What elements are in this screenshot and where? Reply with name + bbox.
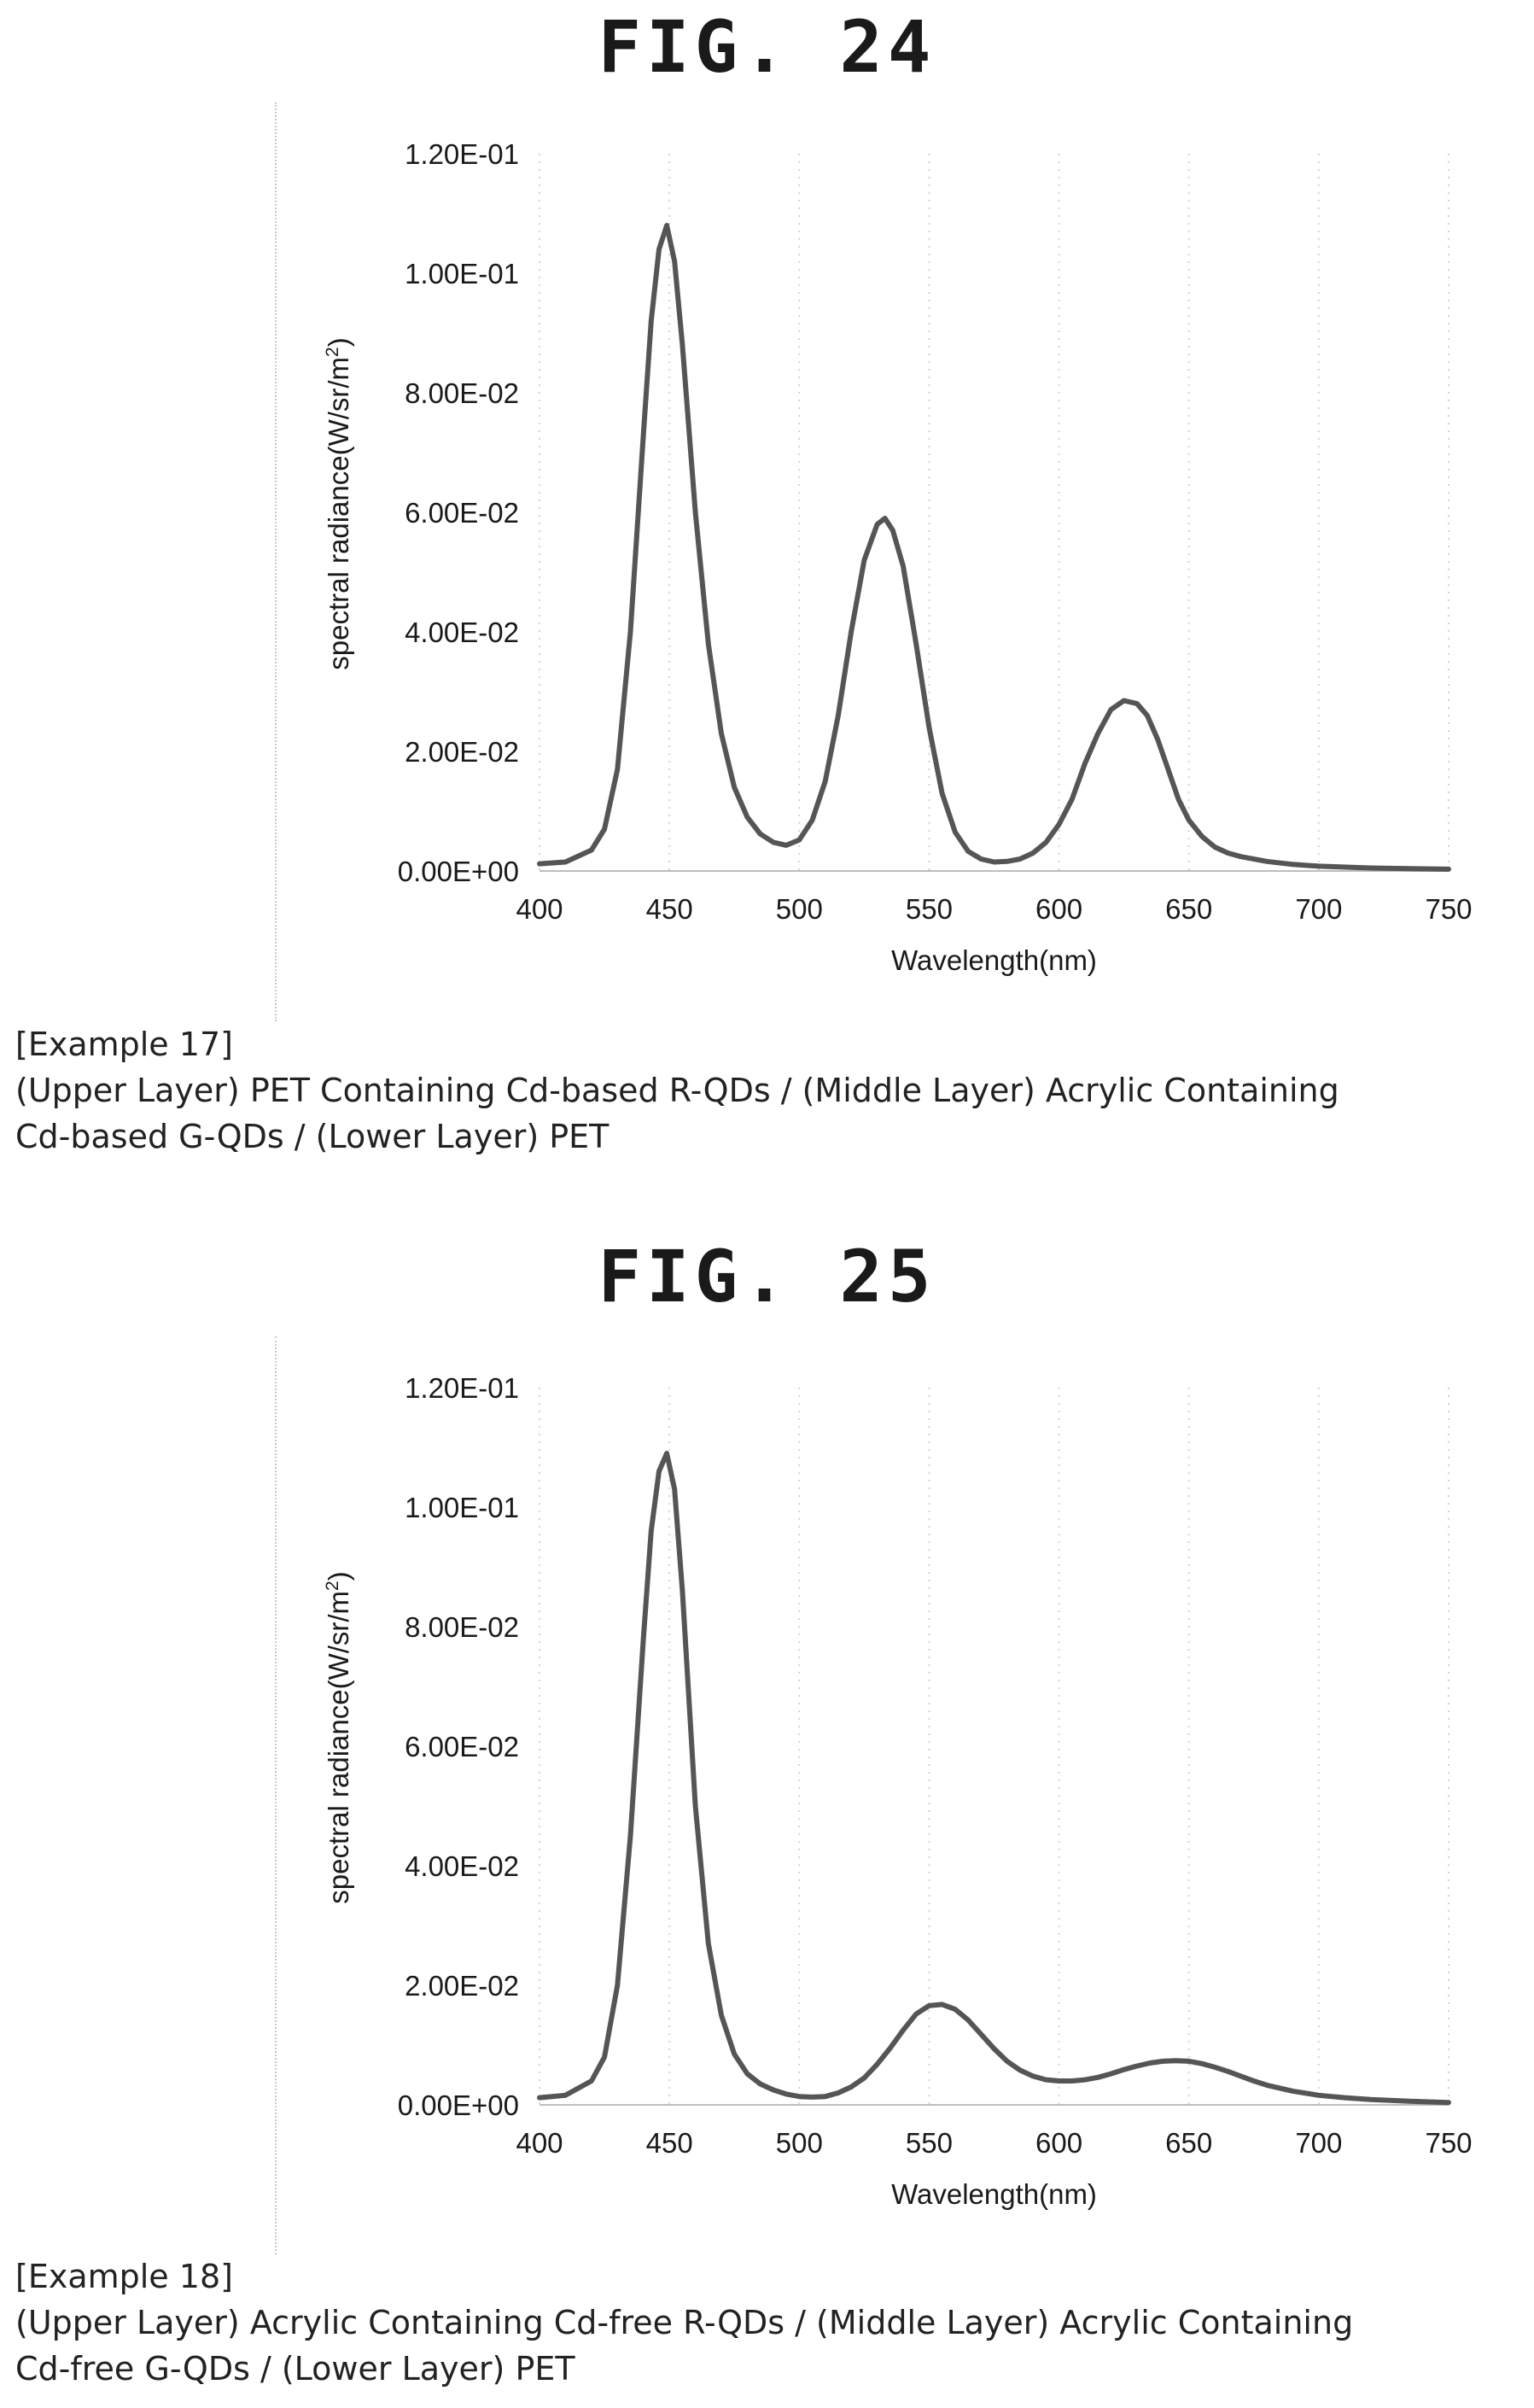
y-tick-label: 1.00E-01 [405, 1492, 519, 1523]
y-tick-label: 0.00E+00 [398, 856, 519, 887]
y-tick-label: 2.00E-02 [405, 736, 519, 768]
y-axis: 0.00E+00 2.00E-02 4.00E-02 6.00E-02 8.00E-02… [398, 138, 519, 887]
figure-caption: [Example 18] (Upper Layer) Acrylic Conta… [15, 2253, 1518, 2392]
chart-panel: 400 450 500 550 600 650 700 750 0.00E+00 2.00E-0… [275, 1336, 1473, 2254]
y-tick-label: 6.00E-02 [405, 1731, 519, 1762]
y-tick-label: 8.00E-02 [405, 1611, 519, 1643]
y-tick-label: 1.00E-01 [405, 258, 519, 289]
caption-example-label: [Example 18] [15, 2258, 233, 2295]
caption-line-1: (Upper Layer) Acrylic Containing Cd-free… [15, 2304, 1354, 2341]
caption-line-2: Cd-free G-QDs / (Lower Layer) PET [15, 2350, 575, 2388]
series-line [537, 223, 1451, 872]
y-tick-label: 6.00E-02 [405, 497, 519, 529]
caption-line-2: Cd-based G-QDs / (Lower Layer) PET [15, 1118, 610, 1155]
series-line [537, 1451, 1451, 2106]
x-tick-label: 550 [906, 2127, 953, 2159]
x-tick-label: 450 [646, 2127, 693, 2159]
y-axis-title: spectral radiance(W/sr/m2) [323, 1571, 354, 1903]
y-tick-label: 4.00E-02 [405, 1850, 519, 1882]
spectral-radiance-chart: 400 450 500 550 600 650 700 750 0.00E+00 2.00E-0… [323, 1372, 1473, 2210]
x-tick-label: 400 [516, 2127, 563, 2159]
x-tick-label: 450 [646, 893, 693, 925]
y-tick-label: 1.20E-01 [405, 1372, 519, 1404]
y-tick-label: 4.00E-02 [405, 617, 519, 648]
spectral-radiance-chart: 400 450 500 550 600 650 700 750 0.00E+00 2.00E-0… [323, 138, 1473, 976]
x-tick-label: 500 [776, 2127, 823, 2159]
x-tick-label: 550 [906, 893, 953, 925]
figure-title: FIG. 25 [598, 1235, 936, 1318]
y-tick-label: 2.00E-02 [405, 1970, 519, 2002]
x-tick-label: 650 [1165, 893, 1212, 925]
x-tick-label: 750 [1425, 2127, 1472, 2159]
x-tick-label: 650 [1165, 2127, 1212, 2159]
y-axis: 0.00E+00 2.00E-02 4.00E-02 6.00E-02 8.00E-02… [398, 1372, 519, 2121]
x-axis: 400 450 500 550 600 650 700 750 [516, 2104, 1473, 2159]
x-axis: 400 450 500 550 600 650 700 750 [516, 870, 1473, 925]
x-tick-label: 500 [776, 893, 823, 925]
chart-panel: 400 450 500 550 600 650 700 750 0.00E+00 2.00E-0… [275, 102, 1473, 1021]
x-tick-label: 600 [1035, 2127, 1082, 2159]
x-tick-label: 700 [1295, 893, 1342, 925]
y-axis-title: spectral radiance(W/sr/m2) [323, 337, 354, 669]
x-tick-label: 700 [1295, 2127, 1342, 2159]
x-axis-title: Wavelength(nm) [891, 2178, 1097, 2210]
x-tick-label: 600 [1035, 893, 1082, 925]
y-tick-label: 0.00E+00 [398, 2089, 519, 2121]
y-tick-label: 1.20E-01 [405, 138, 519, 170]
y-tick-label: 8.00E-02 [405, 377, 519, 409]
caption-example-label: [Example 17] [15, 1026, 233, 1063]
caption-line-1: (Upper Layer) PET Containing Cd-based R-… [15, 1072, 1339, 1109]
x-tick-label: 750 [1425, 893, 1472, 925]
figure-title: FIG. 24 [598, 5, 936, 89]
x-axis-title: Wavelength(nm) [891, 944, 1097, 976]
x-tick-label: 400 [516, 893, 563, 925]
figure-caption: [Example 17] (Upper Layer) PET Containin… [15, 1021, 1518, 1160]
